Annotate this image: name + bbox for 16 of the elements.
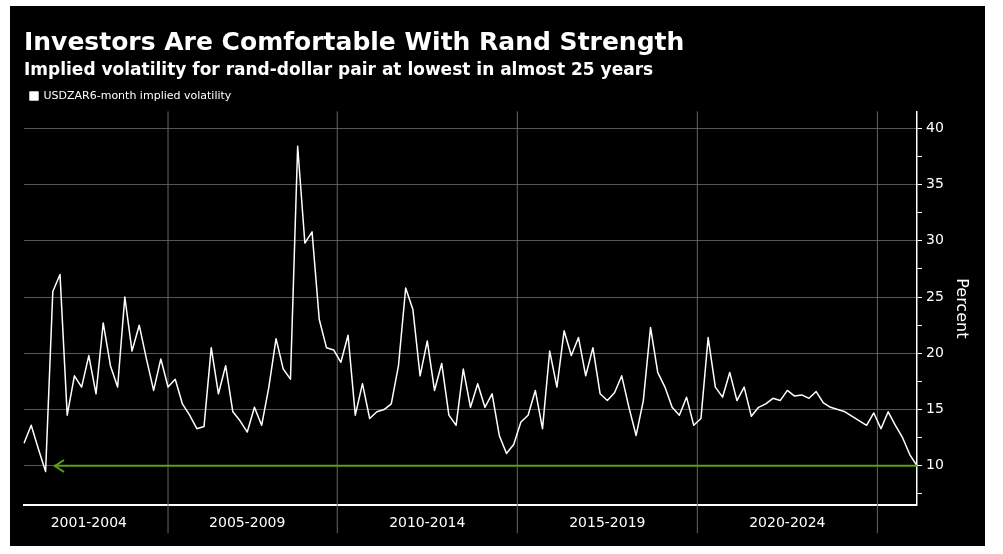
chart-subtitle: Implied volatility for rand-dollar pair at lowest in almost 25 years bbox=[24, 58, 654, 79]
y-tick-label: 20 bbox=[925, 343, 944, 360]
y-tick-label: 10 bbox=[925, 456, 944, 473]
x-tick-label: 2001-2004 bbox=[50, 514, 128, 531]
y-tick-label: 35 bbox=[925, 175, 944, 192]
chart-title: Investors Are Comfortable With Rand Strength bbox=[24, 26, 685, 56]
x-tick-label: 2010-2014 bbox=[389, 514, 466, 531]
y-tick-label: 15 bbox=[925, 400, 944, 417]
x-tick-label: 2020-2024 bbox=[749, 514, 826, 531]
x-tick-label: 2005-2009 bbox=[209, 514, 286, 531]
y-axis-title: Percent bbox=[953, 278, 973, 339]
y-tick-label: 40 bbox=[925, 118, 944, 135]
y-tick-label: 30 bbox=[925, 231, 944, 248]
x-tick-label: 2015-2019 bbox=[569, 514, 646, 531]
legend-label: USDZAR6-month implied volatility bbox=[43, 88, 232, 102]
y-tick-label: 25 bbox=[925, 287, 944, 304]
